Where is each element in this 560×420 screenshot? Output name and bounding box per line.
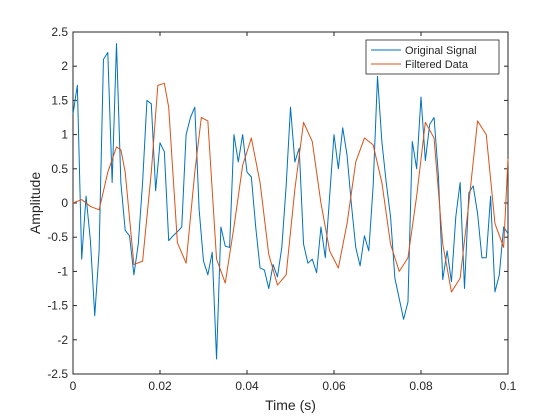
y-tick-label: 1 (61, 128, 68, 142)
y-axis: 2.5 2 1.5 1 0.5 0 -0.5 -1 -1.5 -2 -2.5 (47, 25, 508, 381)
x-tick-label: 0.1 (500, 379, 517, 393)
series-layer (72, 43, 509, 360)
legend[interactable]: Original Signal Filtered Data (365, 39, 500, 75)
y-axis-label: Amplitude (27, 172, 43, 234)
x-axis-label: Time (s) (265, 397, 316, 413)
y-tick-label: -1.5 (47, 299, 68, 313)
x-tick-label: 0.06 (322, 379, 346, 393)
series-line-original-signal (72, 43, 509, 360)
x-tick-label: 0.08 (409, 379, 433, 393)
plot-area (72, 31, 509, 375)
legend-label-filtered-data: Filtered Data (405, 59, 469, 71)
y-tick-label: 2 (61, 59, 68, 73)
x-tick-label: 0 (70, 379, 77, 393)
y-tick-label: -2.5 (47, 367, 68, 381)
legend-label-original-signal: Original Signal (405, 45, 477, 57)
x-axis: 0 0.02 0.04 0.06 0.08 0.1 (70, 32, 517, 393)
y-tick-label: -0.5 (47, 230, 68, 244)
series-line-filtered-data (72, 82, 509, 293)
x-tick-label: 0.04 (235, 379, 259, 393)
y-tick-label: 2.5 (51, 25, 68, 39)
y-tick-label: 0 (61, 196, 68, 210)
y-tick-label: 0.5 (51, 162, 68, 176)
legend-box (365, 39, 500, 75)
x-tick-label: 0.02 (148, 379, 172, 393)
y-tick-label: 1.5 (51, 93, 68, 107)
y-tick-label: -2 (57, 333, 68, 347)
y-tick-label: -1 (57, 264, 68, 278)
